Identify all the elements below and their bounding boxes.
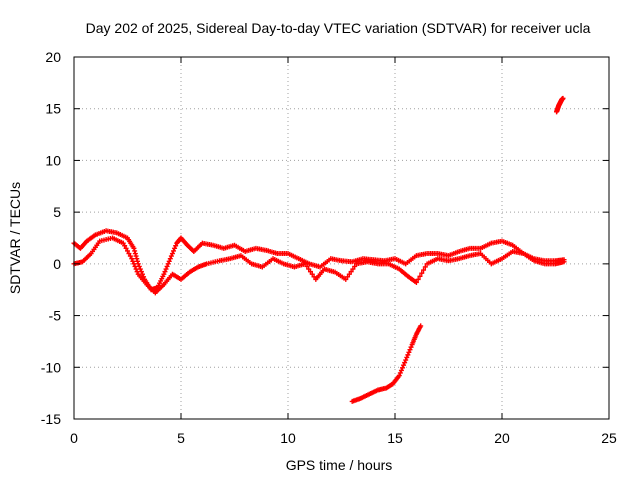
data-point bbox=[311, 274, 317, 280]
y-tick-label: 5 bbox=[53, 204, 61, 220]
data-point bbox=[133, 266, 139, 272]
data-series bbox=[554, 95, 566, 115]
data-point bbox=[129, 256, 135, 262]
data-point bbox=[302, 261, 308, 267]
x-tick-label: 15 bbox=[387, 430, 403, 446]
data-series bbox=[71, 235, 567, 296]
data-point bbox=[120, 240, 126, 246]
data-point bbox=[131, 261, 137, 267]
data-point bbox=[135, 261, 141, 267]
data-point bbox=[123, 245, 129, 251]
data-point bbox=[396, 373, 402, 379]
data-point bbox=[132, 263, 138, 269]
y-tick-label: -5 bbox=[49, 308, 62, 324]
data-point bbox=[126, 251, 132, 257]
x-axis-label: GPS time / hours bbox=[286, 457, 393, 473]
data-point bbox=[405, 352, 411, 358]
data-point bbox=[404, 354, 410, 360]
data-point bbox=[125, 248, 130, 254]
data-point bbox=[348, 269, 354, 275]
data-point bbox=[422, 264, 428, 270]
data-series bbox=[349, 323, 424, 404]
data-point bbox=[165, 261, 171, 267]
data-point bbox=[306, 266, 312, 272]
data-point bbox=[173, 243, 179, 249]
y-tick-label: -10 bbox=[41, 359, 61, 375]
data-point bbox=[417, 273, 423, 279]
data-point bbox=[132, 251, 138, 257]
data-point bbox=[307, 269, 313, 275]
data-point bbox=[408, 344, 414, 350]
data-point bbox=[399, 365, 405, 371]
data-point bbox=[397, 370, 403, 376]
data-point bbox=[136, 263, 142, 269]
data-point bbox=[346, 271, 352, 277]
data-point bbox=[419, 270, 425, 276]
data-point bbox=[402, 360, 408, 366]
data-point bbox=[134, 269, 140, 275]
data-point bbox=[406, 349, 412, 355]
data-point bbox=[167, 256, 173, 262]
y-tick-label: 15 bbox=[45, 101, 61, 117]
data-point bbox=[132, 248, 138, 254]
data-point bbox=[127, 253, 133, 259]
y-tick-label: 10 bbox=[45, 152, 61, 168]
data-point bbox=[162, 269, 168, 275]
data-point bbox=[172, 245, 178, 251]
data-point bbox=[169, 251, 175, 257]
chart-title: Day 202 of 2025, Sidereal Day-to-day VTE… bbox=[86, 20, 591, 36]
data-series bbox=[71, 228, 567, 293]
x-tick-label: 20 bbox=[494, 430, 510, 446]
y-axis-label: SDTVAR / TECUs bbox=[7, 182, 23, 294]
data-points bbox=[71, 95, 567, 404]
y-tick-label: 20 bbox=[45, 49, 61, 65]
y-tick-labels: -15 -10 -5 0 5 10 15 20 bbox=[41, 49, 61, 427]
data-point bbox=[343, 276, 349, 282]
x-tick-label: 25 bbox=[601, 430, 617, 446]
data-point bbox=[122, 243, 128, 249]
data-point bbox=[560, 95, 566, 101]
data-point bbox=[131, 245, 137, 251]
data-point bbox=[350, 266, 356, 272]
data-point bbox=[352, 263, 358, 269]
y-tick-label: -15 bbox=[41, 411, 61, 427]
data-point bbox=[171, 248, 177, 254]
data-point bbox=[407, 347, 413, 353]
data-point bbox=[345, 274, 351, 280]
data-point bbox=[130, 258, 136, 264]
data-point bbox=[133, 253, 139, 259]
data-point bbox=[163, 266, 169, 272]
data-point bbox=[421, 267, 427, 273]
x-tick-label: 0 bbox=[70, 430, 78, 446]
x-tick-label: 5 bbox=[177, 430, 185, 446]
data-point bbox=[164, 263, 170, 269]
data-point bbox=[403, 357, 409, 363]
data-point bbox=[304, 263, 310, 269]
data-point bbox=[401, 362, 407, 368]
x-tick-label: 10 bbox=[280, 430, 296, 446]
y-tick-label: 0 bbox=[53, 256, 61, 272]
data-point bbox=[137, 266, 143, 272]
axis-ticks bbox=[73, 56, 610, 420]
data-point bbox=[139, 271, 145, 277]
data-point bbox=[166, 258, 172, 264]
data-point bbox=[141, 274, 147, 280]
data-point bbox=[161, 271, 167, 277]
data-point bbox=[398, 367, 404, 373]
data-point bbox=[134, 256, 140, 262]
x-tick-labels: 0 5 10 15 20 25 bbox=[70, 430, 617, 446]
data-point bbox=[134, 258, 140, 264]
data-point bbox=[138, 269, 144, 275]
data-point bbox=[561, 259, 567, 265]
data-point bbox=[413, 279, 419, 285]
data-point bbox=[168, 253, 174, 259]
data-point bbox=[415, 276, 421, 282]
plot-frame bbox=[73, 56, 610, 420]
data-point bbox=[418, 323, 424, 329]
data-point bbox=[309, 271, 315, 277]
